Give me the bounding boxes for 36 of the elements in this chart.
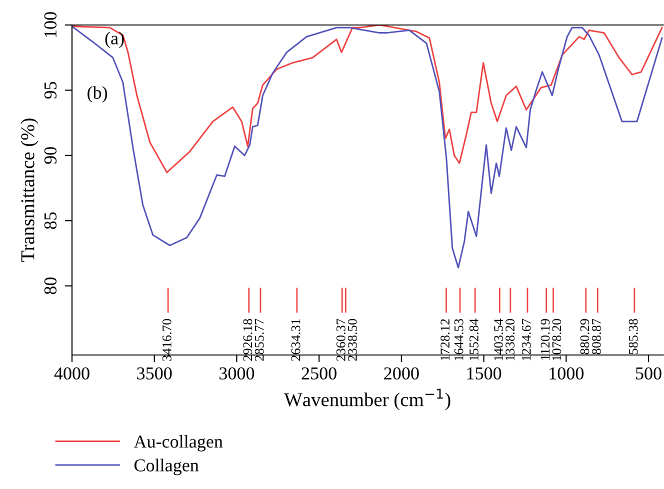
ref-line-label: 1403.54 — [494, 318, 504, 360]
ref-line-label: 2855.77 — [254, 318, 264, 361]
x-tick-label: 2500 — [302, 367, 336, 380]
x-tick-label: 1500 — [467, 367, 502, 380]
annotation: (a) — [105, 32, 124, 48]
ref-line-label: 880.29 — [580, 319, 590, 354]
ref-line-label: 1644.53 — [454, 318, 464, 360]
ref-line-label: 585.38 — [628, 318, 638, 354]
x-tick-label: 3000 — [220, 367, 254, 380]
ref-line-label: 1078.20 — [552, 318, 562, 360]
x-tick-label: 4000 — [54, 367, 90, 380]
ref-line-label: 1338.20 — [506, 318, 515, 360]
ref-line-label: 2926.18 — [243, 318, 252, 361]
x-tick-label: 2000 — [384, 367, 419, 380]
y-axis-title: Transmittance (%) — [20, 118, 38, 262]
y-tick-label: 85 — [44, 212, 57, 229]
ref-line-label: 2360.37 — [336, 318, 346, 361]
ref-line-label: 1120.19 — [540, 319, 550, 360]
ref-line-label: 1234.67 — [522, 318, 531, 360]
ref-line-label: 3416.70 — [162, 318, 172, 361]
ref-line-label: 808.87 — [592, 318, 601, 354]
ref-line-label: 2338.50 — [348, 318, 357, 361]
ref-line-label: 2634.31 — [291, 319, 300, 361]
x-tick-label: 3500 — [137, 367, 172, 380]
ref-line-label: 1728.12 — [440, 319, 450, 360]
y-tick-label: 90 — [44, 147, 57, 164]
x-axis-title: Wavenumber (cm$^{−1}$) — [284, 388, 450, 410]
y-tick-label: 80 — [44, 278, 57, 294]
legend-label: Collagen — [134, 458, 199, 476]
x-tick-label: 1000 — [550, 367, 584, 380]
ref-line-label: 1552.84 — [469, 318, 478, 360]
y-tick-label: 95 — [44, 82, 57, 99]
y-tick-label: 100 — [44, 12, 57, 37]
x-tick-label: 500 — [636, 367, 662, 380]
annotation: (b) — [88, 86, 108, 102]
legend-label: Au-collagen — [134, 435, 223, 452]
